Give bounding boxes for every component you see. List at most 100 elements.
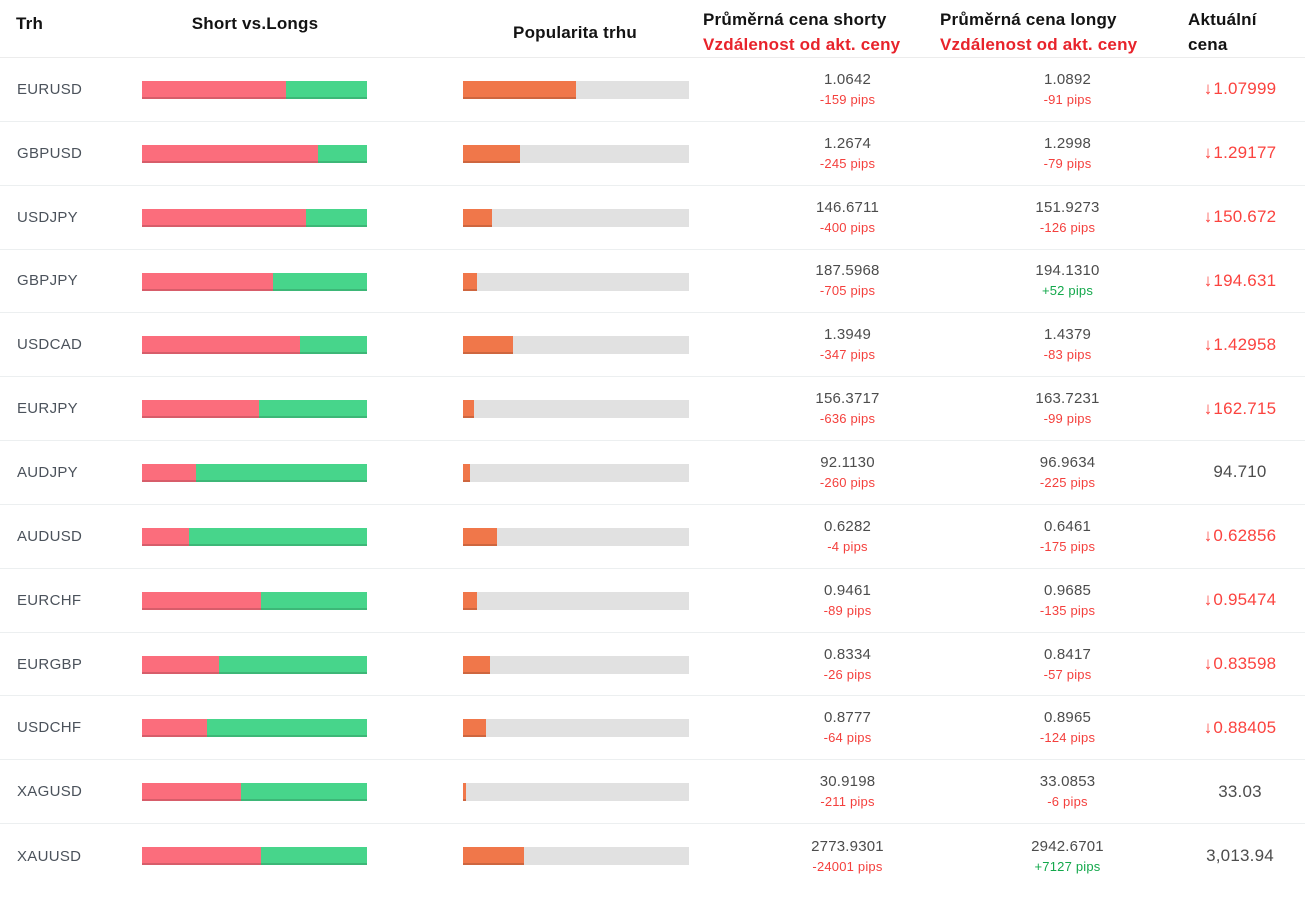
long-bar-segment: [286, 81, 367, 99]
long-bar-segment: [299, 336, 367, 355]
popularity-bar: [463, 527, 689, 546]
popularity-bar: [463, 464, 689, 483]
long-bar-segment: [207, 719, 367, 738]
popularity-bar: [463, 336, 689, 355]
current-price-value: 0.88405: [1213, 717, 1277, 737]
popularity-bar-segment: [463, 527, 497, 546]
avg-short-price: 30.9198: [819, 773, 876, 791]
short-bar-segment: [142, 591, 262, 610]
long-distance-pips: -225 pips: [1039, 474, 1096, 490]
long-bar-segment: [218, 655, 367, 674]
popularity-bar: [463, 272, 689, 291]
avg-short-price: 0.8334: [823, 645, 872, 663]
long-distance-pips: -79 pips: [1043, 155, 1092, 171]
market-label: USDJPY: [17, 208, 78, 226]
long-bar-segment: [317, 144, 367, 163]
short-bar-segment: [142, 400, 259, 419]
long-distance-pips: +52 pips: [1041, 283, 1094, 299]
avg-long-cell: 2942.6701 +7127 pips: [965, 824, 1170, 888]
avg-long-cell: 0.8417 -57 pips: [965, 633, 1170, 696]
market-label: USDCHF: [17, 719, 82, 737]
short-distance-pips: -260 pips: [819, 474, 876, 490]
current-price-value: 0.83598: [1213, 654, 1277, 674]
long-bar-segment: [306, 208, 367, 227]
popularity-bar: [463, 783, 689, 802]
avg-short-cell: 146.6711 -400 pips: [745, 186, 950, 249]
avg-long-price: 96.9634: [1039, 453, 1096, 471]
header-avg-short-price: Průměrná cena shorty Vzdálenost od akt. …: [703, 7, 900, 57]
popularity-bar: [463, 400, 689, 419]
short-distance-pips: -636 pips: [819, 411, 876, 427]
avg-long-cell: 0.9685 -135 pips: [965, 569, 1170, 632]
short-vs-long-bar: [142, 336, 367, 355]
avg-short-cell: 0.6282 -4 pips: [745, 505, 950, 568]
short-distance-pips: -26 pips: [823, 666, 872, 682]
current-price: ↓ 94.710: [1140, 441, 1305, 504]
popularity-bar: [463, 144, 689, 163]
avg-short-price: 0.6282: [823, 517, 872, 535]
short-distance-pips: -64 pips: [823, 730, 872, 746]
avg-long-price: 1.0892: [1043, 70, 1092, 88]
popularity-bar-segment: [463, 719, 486, 738]
short-vs-long-bar: [142, 655, 367, 674]
short-distance-pips: -211 pips: [820, 794, 875, 810]
down-arrow-icon: ↓: [1203, 207, 1213, 227]
current-price: ↓ 194.631: [1140, 250, 1305, 313]
short-vs-long-bar: [142, 527, 367, 546]
short-vs-long-bar: [142, 400, 367, 419]
short-bar-segment: [142, 144, 318, 163]
table-row[interactable]: AUDJPY 92.1130 -260 pips 96.9634 -225 pi…: [0, 441, 1305, 505]
avg-short-price: 0.9461: [823, 581, 872, 599]
table-row[interactable]: USDCHF 0.8777 -64 pips 0.8965 -124 pips …: [0, 696, 1305, 761]
current-price: ↓ 3,013.94: [1140, 824, 1305, 888]
popularity-bar-segment: [463, 783, 466, 802]
short-bar-segment: [142, 272, 273, 291]
avg-short-cell: 1.3949 -347 pips: [745, 313, 950, 376]
popularity-bar: [463, 208, 689, 227]
avg-short-cell: 156.3717 -636 pips: [745, 377, 950, 440]
down-arrow-icon: ↓: [1203, 654, 1213, 674]
current-price: ↓ 1.07999: [1140, 58, 1305, 121]
table-row[interactable]: XAUUSD 2773.9301 -24001 pips 2942.6701 +…: [0, 824, 1305, 888]
short-vs-long-bar: [142, 81, 367, 99]
down-arrow-icon: ↓: [1203, 526, 1213, 546]
table-row[interactable]: USDJPY 146.6711 -400 pips 151.9273 -126 …: [0, 185, 1305, 250]
avg-short-cell: 30.9198 -211 pips: [745, 760, 950, 823]
long-distance-pips: -175 pips: [1039, 538, 1096, 554]
short-bar-segment: [142, 208, 307, 227]
table-row[interactable]: EURJPY 156.3717 -636 pips 163.7231 -99 p…: [0, 377, 1305, 442]
popularity-bar-segment: [463, 144, 520, 163]
table-header: Trh Short vs.Longs Popularita trhu Průmě…: [0, 0, 1305, 58]
avg-short-cell: 1.2674 -245 pips: [745, 122, 950, 185]
table-row[interactable]: EURUSD 1.0642 -159 pips 1.0892 -91 pips …: [0, 58, 1305, 122]
popularity-bar: [463, 847, 689, 866]
popularity-bar-segment: [463, 591, 478, 610]
down-arrow-icon: ↓: [1203, 717, 1213, 737]
avg-short-cell: 1.0642 -159 pips: [745, 58, 950, 121]
table-row[interactable]: EURGBP 0.8334 -26 pips 0.8417 -57 pips ↓…: [0, 632, 1305, 697]
header-market: Trh: [16, 14, 44, 33]
avg-short-price: 0.8777: [823, 709, 872, 727]
short-distance-pips: -89 pips: [823, 602, 872, 618]
avg-long-cell: 151.9273 -126 pips: [965, 186, 1170, 249]
avg-long-cell: 1.0892 -91 pips: [965, 58, 1170, 121]
table-row[interactable]: GBPUSD 1.2674 -245 pips 1.2998 -79 pips …: [0, 121, 1305, 186]
current-price-value: 0.62856: [1213, 526, 1277, 546]
table-row[interactable]: GBPJPY 187.5968 -705 pips 194.1310 +52 p…: [0, 249, 1305, 314]
table-row[interactable]: AUDUSD 0.6282 -4 pips 0.6461 -175 pips ↓…: [0, 504, 1305, 569]
long-distance-pips: -135 pips: [1039, 602, 1096, 618]
table-row[interactable]: EURCHF 0.9461 -89 pips 0.9685 -135 pips …: [0, 568, 1305, 633]
popularity-bar-segment: [463, 847, 525, 866]
table-row[interactable]: XAGUSD 30.9198 -211 pips 33.0853 -6 pips…: [0, 760, 1305, 825]
table-body: EURUSD 1.0642 -159 pips 1.0892 -91 pips …: [0, 58, 1305, 888]
table-row[interactable]: USDCAD 1.3949 -347 pips 1.4379 -83 pips …: [0, 313, 1305, 378]
current-price: ↓ 0.62856: [1140, 505, 1305, 568]
long-bar-segment: [272, 272, 367, 291]
popularity-bar: [463, 719, 689, 738]
market-label: GBPJPY: [17, 272, 78, 290]
avg-long-price: 0.8417: [1043, 645, 1092, 663]
down-arrow-icon: ↓: [1203, 334, 1213, 354]
current-price-value: 1.07999: [1213, 79, 1277, 99]
current-price-value: 0.95474: [1213, 590, 1277, 610]
current-price-value: 1.42958: [1213, 334, 1277, 354]
